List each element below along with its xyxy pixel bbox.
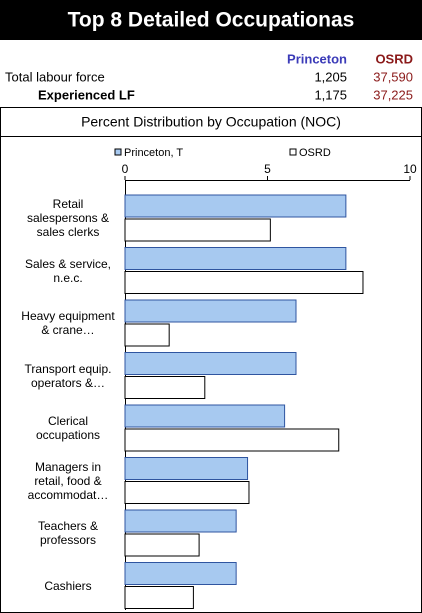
chart-title: Percent Distribution by Occupation (NOC) <box>81 114 341 130</box>
cell: 1,205 <box>314 69 347 84</box>
legend-swatch <box>114 148 122 156</box>
category-label: Sales & service, n.e.c. <box>24 256 112 285</box>
title: Top 8 Detailed Occupationas <box>68 9 355 32</box>
bar <box>124 323 170 347</box>
x-tick-label: 10 <box>403 162 417 176</box>
legend-label: Princeton, T <box>124 147 183 159</box>
bar <box>124 428 340 452</box>
cell: 37,590 <box>373 69 413 84</box>
bar <box>124 218 271 242</box>
bar <box>124 352 297 375</box>
bar <box>124 404 286 428</box>
bar <box>124 562 237 585</box>
category-label: Managers in retail, food & accommodat… <box>27 459 109 502</box>
legend-swatch <box>289 148 297 156</box>
bar <box>124 271 364 294</box>
cell: 1,175 <box>314 87 347 102</box>
bar <box>124 481 250 504</box>
bar <box>124 457 249 480</box>
bar <box>124 509 237 533</box>
category-label: Cashiers <box>44 578 92 593</box>
category-label: Retail salespersons & sales clerks <box>26 197 110 239</box>
category-label: Heavy equipment & crane… <box>21 309 115 337</box>
row-label: Experienced LF <box>38 87 135 102</box>
category-label: Teachers & professors <box>37 519 99 547</box>
bar <box>124 194 347 218</box>
bar <box>124 586 194 609</box>
x-tick-label: 0 <box>122 162 129 176</box>
category-label: Transport equip. operators &… <box>24 361 112 390</box>
bar <box>124 376 206 399</box>
bar <box>124 299 297 323</box>
cell: 37,225 <box>373 87 413 102</box>
col-header: OSRD <box>375 51 413 66</box>
bar <box>124 533 200 557</box>
row-label: Total labour force <box>5 69 105 84</box>
col-header: Princeton <box>287 51 347 66</box>
title-bar <box>0 0 422 40</box>
bar <box>124 247 347 270</box>
x-tick-label: 5 <box>264 162 271 176</box>
category-label: Clerical occupations <box>35 414 101 442</box>
legend-label: OSRD <box>299 147 331 159</box>
